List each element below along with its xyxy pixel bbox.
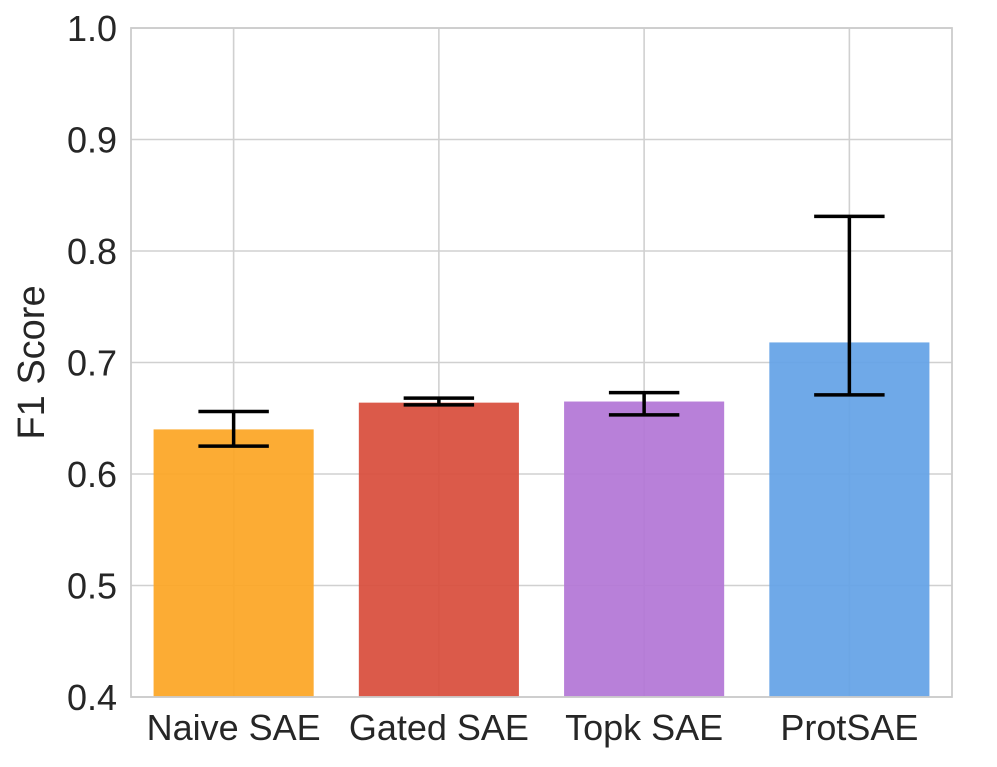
bars	[153, 342, 930, 697]
bar-naive-sae	[153, 429, 314, 697]
y-axis-label: F1 Score	[11, 285, 53, 439]
y-tick-label: 0.7	[67, 343, 117, 384]
x-tick-label: Topk SAE	[565, 707, 723, 748]
x-tick-label: Gated SAE	[349, 707, 529, 748]
y-tick-label: 0.5	[67, 566, 117, 607]
errorbar-topk-sae	[608, 390, 680, 417]
y-tick-label: 0.4	[67, 677, 117, 718]
y-tick-label: 1.0	[67, 8, 117, 49]
bar-protsae	[769, 342, 930, 697]
bar-topk-sae	[564, 401, 725, 697]
plot-frame	[130, 27, 953, 698]
y-tick-label: 0.8	[67, 231, 117, 272]
x-tick-label: ProtSAE	[780, 707, 918, 748]
errorbar-naive-sae	[198, 409, 269, 448]
x-tick-labels: Naive SAE Gated SAE Topk SAE ProtSAE	[147, 707, 919, 748]
errorbar-gated-sae	[403, 396, 475, 407]
x-tick-label: Naive SAE	[147, 707, 321, 748]
error-bars	[198, 214, 885, 448]
y-tick-label: 0.9	[67, 120, 117, 161]
y-tick-labels: 0.4 0.5 0.6 0.7 0.8 0.9 1.0	[67, 8, 117, 718]
errorbar-protsae	[814, 214, 885, 397]
y-tick-label: 0.6	[67, 454, 117, 495]
bar-gated-sae	[358, 402, 519, 697]
